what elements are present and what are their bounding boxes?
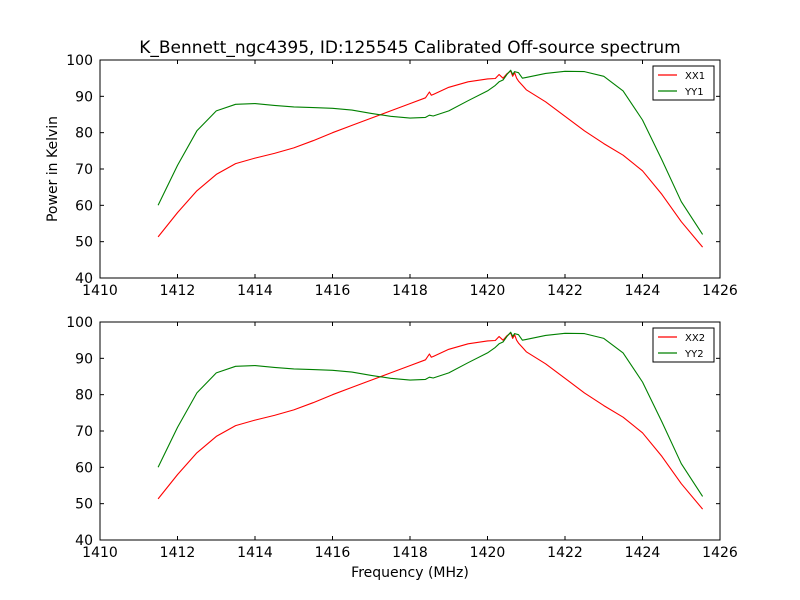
- x-tick-label: 1422: [547, 545, 583, 561]
- y-tick-label: 60: [75, 198, 93, 214]
- x-tick-label: 1410: [82, 283, 118, 299]
- legend-label-yy2: YY2: [684, 349, 704, 360]
- bottom-spectrum-panel: 1410 1412 1414 1416 1418 1420 1422 1424 1426 40 50…: [66, 315, 738, 561]
- chart-title: K_Bennett_ngc4395, ID:125545 Calibrated …: [139, 38, 681, 58]
- x-tick-label: 1410: [82, 545, 118, 561]
- y-tick-label: 70: [75, 162, 93, 178]
- x-tick-label: 1414: [237, 283, 273, 299]
- x-tick-label: 1426: [702, 283, 738, 299]
- x-tick-label: 1420: [470, 283, 506, 299]
- x-tick-label: 1416: [315, 545, 351, 561]
- y-tick-label: 40: [75, 533, 93, 549]
- x-tick-label: 1426: [702, 545, 738, 561]
- y-tick-label: 50: [75, 235, 93, 251]
- y-tick-label: 90: [75, 351, 93, 367]
- y-tick-label: 100: [66, 53, 93, 69]
- x-tick-label: 1420: [470, 545, 506, 561]
- y-tick-label: 70: [75, 424, 93, 440]
- legend-box: [652, 65, 715, 101]
- x-tick-label: 1414: [237, 545, 273, 561]
- series-line-xx1: [157, 70, 704, 248]
- x-tick-label: 1416: [315, 283, 351, 299]
- y-tick-label: 60: [75, 460, 93, 476]
- series-line-yy1: [157, 69, 704, 235]
- legend-label-xx1: XX1: [685, 71, 705, 82]
- x-tick-label: 1418: [392, 545, 428, 561]
- legend-label-yy1: YY1: [684, 87, 704, 98]
- legend-label-xx2: XX2: [685, 333, 705, 344]
- top-spectrum-panel: 1410 1412 1414 1416 1418 1420 1422 1424 1426 40 50…: [66, 53, 738, 299]
- x-tick-label: 1412: [160, 545, 196, 561]
- y-tick-label: 100: [66, 315, 93, 331]
- y-axis-label: Power in Kelvin: [45, 116, 61, 222]
- y-tick-label: 50: [75, 497, 93, 513]
- x-tick-label: 1418: [392, 283, 428, 299]
- y-tick-label: 80: [75, 126, 93, 142]
- y-tick-label: 40: [75, 271, 93, 287]
- series-line-yy2: [157, 331, 704, 497]
- y-tick-label: 80: [75, 388, 93, 404]
- y-tick-label: 90: [75, 89, 93, 105]
- x-axis-label: Frequency (MHz): [351, 565, 469, 581]
- legend-box: [652, 327, 715, 363]
- x-tick-label: 1424: [625, 545, 661, 561]
- x-tick-label: 1412: [160, 283, 196, 299]
- x-tick-label: 1422: [547, 283, 583, 299]
- series-line-xx2: [157, 332, 704, 510]
- x-tick-label: 1424: [625, 283, 661, 299]
